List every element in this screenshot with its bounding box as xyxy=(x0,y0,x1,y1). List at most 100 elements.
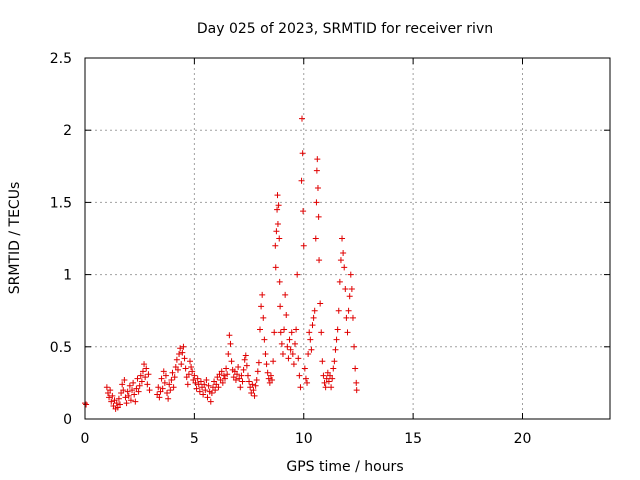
data-point xyxy=(127,397,134,404)
data-point xyxy=(277,329,284,336)
data-point xyxy=(224,371,231,378)
data-point xyxy=(285,355,292,362)
y-tick-label: 1.5 xyxy=(50,195,72,211)
data-point xyxy=(145,371,152,378)
data-point xyxy=(286,336,293,343)
data-point xyxy=(274,192,281,199)
data-point xyxy=(125,392,132,399)
data-point xyxy=(274,206,281,213)
data-point xyxy=(348,286,355,293)
y-tick-label: 2 xyxy=(63,123,72,139)
data-point xyxy=(187,358,193,365)
data-point xyxy=(353,379,360,386)
data-point xyxy=(130,379,137,386)
data-point xyxy=(160,368,167,375)
data-point xyxy=(263,361,270,368)
data-point xyxy=(317,300,324,307)
data-points xyxy=(82,115,360,412)
data-point xyxy=(239,378,246,385)
data-point xyxy=(276,235,283,242)
data-point xyxy=(255,359,262,366)
x-axis-label: GPS time / hours xyxy=(286,459,403,475)
data-point xyxy=(179,349,186,356)
x-tick-label: 20 xyxy=(514,431,532,447)
data-point xyxy=(164,390,171,397)
data-point xyxy=(347,271,354,278)
data-point xyxy=(177,345,184,352)
data-point xyxy=(289,351,296,358)
data-point xyxy=(270,358,277,365)
data-point xyxy=(344,329,351,336)
chart-title: Day 025 of 2023, SRMTID for receiver riv… xyxy=(197,21,493,37)
data-point xyxy=(240,366,247,373)
data-point xyxy=(132,398,139,405)
data-point xyxy=(305,351,312,358)
x-tick-label: 10 xyxy=(295,431,313,447)
axis-ticks: 0 5 10 15 20 0 0.5 1 1.5 2 2.5 xyxy=(50,51,610,447)
data-point xyxy=(316,257,323,264)
data-point xyxy=(166,381,173,388)
x-tick-label: 0 xyxy=(81,431,90,447)
data-point xyxy=(258,303,265,310)
y-tick-label: 2.5 xyxy=(50,51,72,67)
data-point xyxy=(262,351,269,358)
data-point xyxy=(318,329,325,336)
data-point xyxy=(314,184,321,191)
data-point xyxy=(215,384,222,391)
data-point xyxy=(271,329,278,336)
data-point xyxy=(161,379,168,386)
data-point xyxy=(141,361,148,368)
data-point xyxy=(188,364,195,371)
data-point xyxy=(139,368,146,375)
y-axis-label: SRMTID / TECUs xyxy=(7,182,23,295)
data-point xyxy=(193,385,200,392)
data-point xyxy=(275,202,282,209)
data-point xyxy=(235,364,242,371)
data-point xyxy=(295,355,302,362)
data-point xyxy=(345,307,352,314)
data-point xyxy=(301,365,308,372)
data-point xyxy=(208,390,215,397)
data-point xyxy=(237,384,244,391)
data-point xyxy=(178,361,185,368)
data-point xyxy=(294,271,301,278)
data-point xyxy=(165,395,172,402)
data-point xyxy=(283,312,290,319)
data-point xyxy=(278,340,285,347)
data-point xyxy=(109,392,116,399)
data-point xyxy=(281,326,288,333)
x-tick-label: 5 xyxy=(190,431,199,447)
data-point xyxy=(300,242,307,249)
data-point xyxy=(340,249,347,256)
data-point xyxy=(336,278,343,285)
data-point xyxy=(222,375,228,382)
y-tick-label: 0.5 xyxy=(50,340,72,356)
data-point xyxy=(320,372,327,379)
data-point xyxy=(296,372,303,379)
data-point xyxy=(252,382,259,389)
data-point xyxy=(310,314,317,321)
data-point xyxy=(158,375,165,382)
data-point xyxy=(174,366,181,373)
data-point xyxy=(228,358,235,365)
data-point xyxy=(207,398,214,405)
data-point xyxy=(184,381,191,388)
data-point xyxy=(277,303,284,310)
x-tick-label: 15 xyxy=(404,431,422,447)
data-point xyxy=(274,221,281,228)
plot-frame xyxy=(84,57,611,420)
data-point xyxy=(342,286,349,293)
data-point xyxy=(337,257,344,264)
data-point xyxy=(197,378,204,385)
data-point xyxy=(314,156,321,163)
data-point xyxy=(272,264,279,271)
data-point xyxy=(319,358,326,365)
data-point xyxy=(241,356,248,363)
data-point xyxy=(246,378,253,385)
data-point xyxy=(276,278,283,285)
data-point xyxy=(311,307,318,314)
data-point xyxy=(302,375,309,382)
data-point xyxy=(329,375,336,382)
data-point xyxy=(279,351,286,358)
